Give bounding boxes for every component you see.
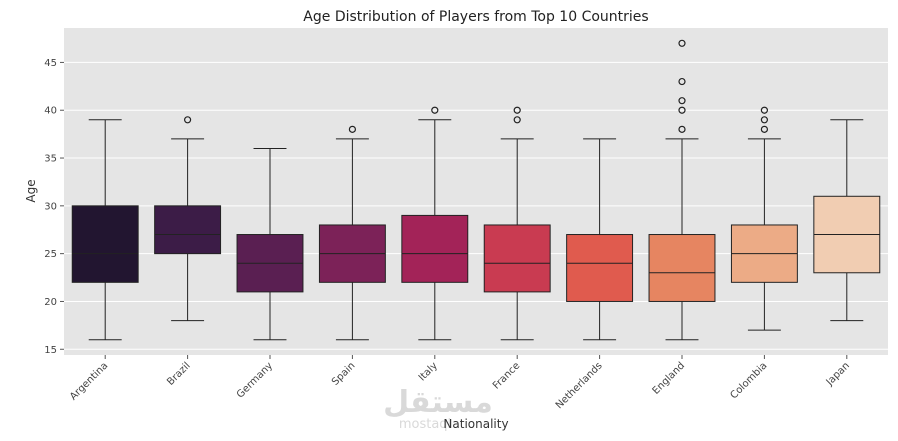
y-tick-label: 35 (44, 154, 57, 165)
plot-area (64, 28, 888, 355)
outlier-point (184, 116, 192, 124)
y-tick-label: 25 (44, 249, 57, 260)
box-iqr (566, 234, 634, 302)
x-tick-label: Netherlands (554, 360, 605, 411)
chart-title: Age Distribution of Players from Top 10 … (303, 9, 648, 25)
box-group (154, 116, 222, 322)
box-iqr (71, 205, 139, 283)
box-group (648, 39, 716, 341)
watermark: مستقل mostaql (383, 385, 493, 432)
outlier-point (431, 106, 439, 114)
y-axis-label: Age (24, 179, 38, 202)
y-tick-label: 20 (44, 297, 57, 308)
box-group (483, 106, 551, 341)
outlier-point (678, 39, 686, 47)
box-group (813, 119, 881, 322)
x-tick-label: England (651, 360, 687, 396)
outlier-point (513, 116, 521, 124)
x-tick-label: Germany (235, 360, 275, 400)
x-tick-label: Spain (330, 360, 358, 388)
outlier-point (678, 77, 686, 86)
outlier-point (760, 106, 769, 114)
box-group (401, 106, 469, 341)
box-group (730, 106, 798, 331)
box-group (236, 147, 304, 341)
box-iqr (401, 214, 469, 283)
box-group (318, 125, 386, 341)
box-group (71, 119, 139, 341)
y-ticks: 15 20 25 30 35 40 45 (44, 58, 64, 356)
x-tick-label: Brazil (165, 360, 193, 388)
box-group (566, 138, 634, 341)
watermark-arabic: مستقل (383, 385, 493, 420)
y-tick-label: 30 (44, 201, 57, 212)
boxes (71, 39, 881, 341)
x-tick-label: France (491, 360, 522, 391)
y-tick-label: 15 (44, 345, 57, 356)
x-axis-label: Nationality (443, 417, 508, 431)
x-tick-label: Italy (417, 360, 440, 383)
y-tick-label: 40 (44, 106, 57, 117)
outlier-point (513, 106, 521, 114)
outlier-point (760, 125, 769, 133)
outlier-point (678, 106, 686, 114)
outlier-point (348, 125, 356, 133)
outlier-point (678, 125, 686, 133)
outlier-point (678, 97, 686, 105)
box-iqr (648, 234, 716, 302)
x-tick-label: Colombia (729, 360, 770, 401)
outlier-point (760, 116, 769, 124)
box-iqr (483, 224, 551, 293)
x-tick-label: Argentina (68, 360, 110, 402)
y-tick-label: 45 (44, 58, 57, 69)
box-iqr (154, 205, 222, 255)
x-tick-label: Japan (824, 360, 852, 388)
watermark-latin: mostaql (399, 417, 451, 432)
